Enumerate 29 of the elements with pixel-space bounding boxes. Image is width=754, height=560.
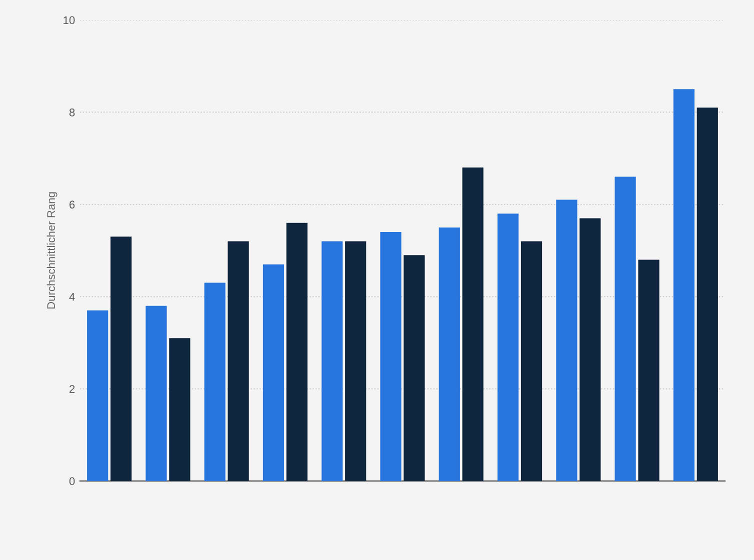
bar bbox=[146, 306, 167, 481]
y-tick-label: 2 bbox=[70, 385, 75, 393]
y-tick-label: 6 bbox=[70, 200, 75, 209]
bar bbox=[228, 241, 249, 481]
bar bbox=[110, 236, 132, 481]
y-tick-label: 4 bbox=[69, 292, 75, 301]
y-axis-title: Durchschnittlicher Rang bbox=[46, 192, 58, 309]
bar bbox=[380, 232, 402, 481]
bar bbox=[286, 222, 308, 481]
bar bbox=[580, 218, 601, 481]
bar bbox=[673, 89, 695, 481]
y-tick-label: 8 bbox=[69, 108, 75, 116]
bar bbox=[696, 108, 718, 481]
y-tick-label: 10 bbox=[64, 16, 75, 24]
bar bbox=[262, 264, 284, 481]
bar bbox=[638, 260, 660, 481]
bar bbox=[204, 282, 226, 481]
bar bbox=[520, 241, 542, 481]
bar bbox=[556, 200, 578, 481]
bar bbox=[87, 310, 108, 481]
bar bbox=[462, 168, 484, 481]
bar bbox=[404, 255, 425, 481]
bar bbox=[322, 241, 343, 481]
bar bbox=[497, 214, 519, 481]
bar bbox=[614, 176, 636, 481]
bar bbox=[438, 227, 460, 481]
y-tick-label: 0 bbox=[69, 477, 75, 486]
bar bbox=[169, 338, 190, 481]
bar bbox=[345, 241, 366, 481]
